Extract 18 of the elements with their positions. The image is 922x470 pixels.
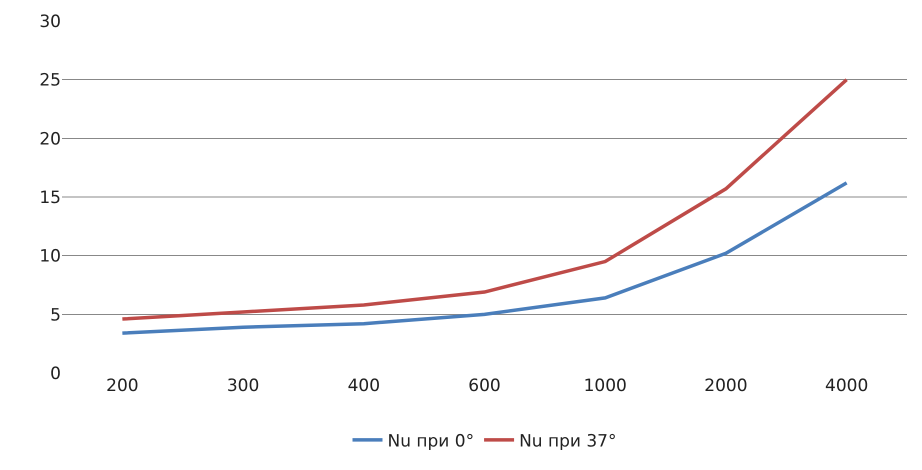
legend-label: Nu при 37° [519, 431, 616, 452]
x-tick-label: 1000 [584, 376, 627, 396]
line-series [120, 181, 848, 335]
y-tick-label: 20 [39, 129, 61, 150]
x-tick-label: 600 [468, 376, 501, 396]
x-tick-label: 200 [106, 376, 139, 396]
legend-label: Nu при 0° [388, 431, 474, 452]
y-tick-label: 0 [50, 364, 61, 384]
x-tick-label: 2000 [704, 376, 748, 396]
y-tick-label: 30 [39, 12, 61, 32]
x-tick-label: 4000 [825, 376, 868, 396]
y-tick-label: 5 [50, 305, 61, 326]
line-series [120, 78, 848, 321]
x-tick-label: 300 [226, 376, 260, 396]
y-tick-label: 15 [39, 188, 61, 208]
x-tick-label: 400 [348, 376, 380, 396]
y-tick-label: 25 [39, 70, 61, 91]
y-tick-label: 10 [39, 246, 61, 267]
